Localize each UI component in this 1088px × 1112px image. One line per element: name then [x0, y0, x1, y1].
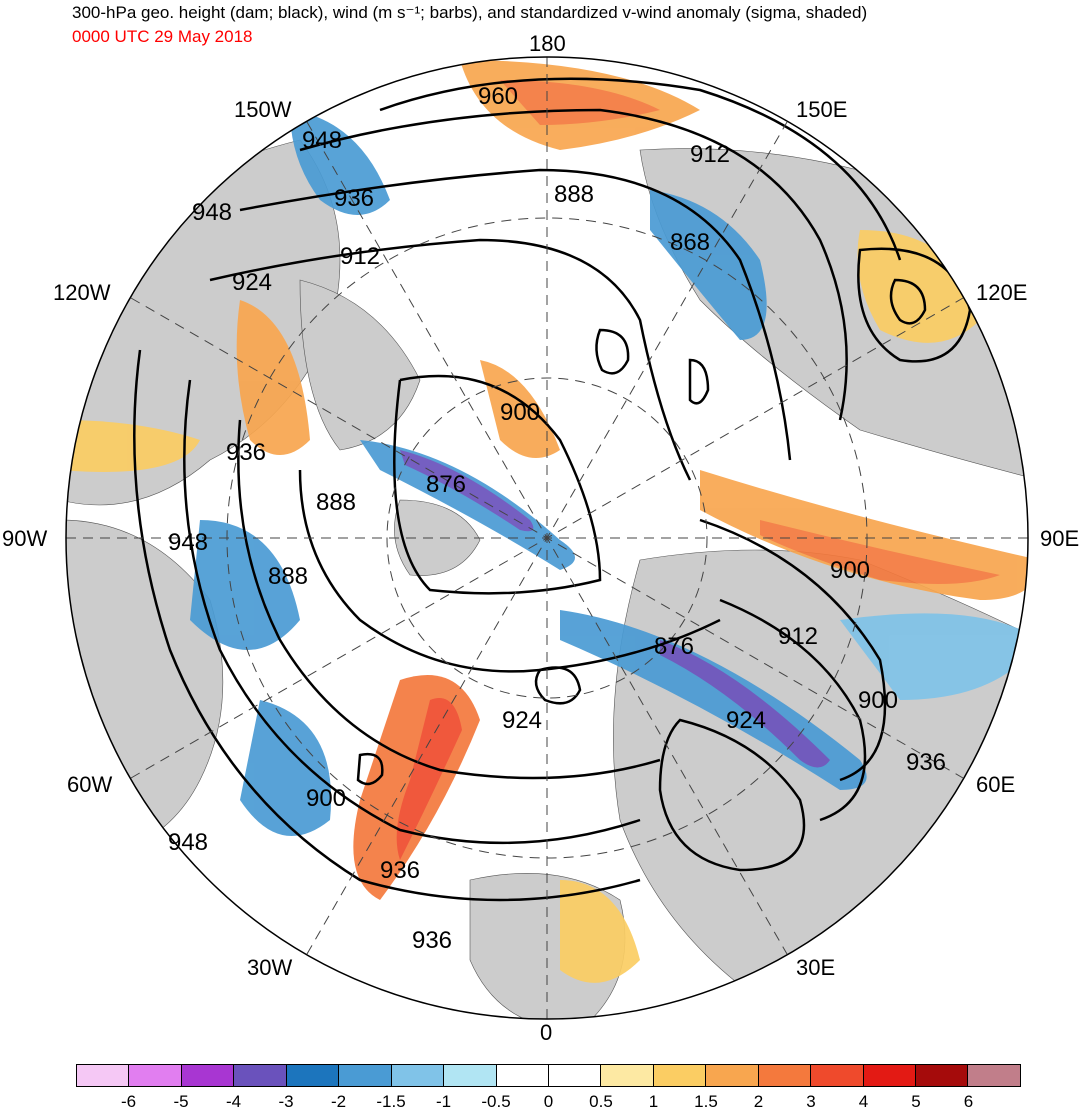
longitude-label-150e: 150E: [796, 97, 848, 122]
contour-label: 888: [316, 489, 356, 516]
colorbar-box: [129, 1065, 182, 1086]
contour-label: 876: [654, 633, 694, 660]
contour-label: 936: [380, 857, 420, 884]
contour-label: 868: [670, 229, 710, 256]
polar-map: 960 948 936 912 924 948 936 888 948 888 …: [65, 56, 1029, 1020]
contour-label-layer: 960 948 936 912 924 948 936 888 948 888 …: [168, 83, 946, 954]
contour-label: 936: [412, 927, 452, 954]
colorbar-tick-label: -1.5: [376, 1092, 406, 1111]
contour-label: 924: [232, 269, 272, 296]
contour-label: 900: [858, 687, 898, 714]
colorbar-tick-label: 2: [753, 1092, 764, 1111]
colorbar-tick-label: 0.5: [589, 1092, 613, 1111]
colorbar-tick-label: -0.5: [481, 1092, 511, 1111]
colorbar-box: [601, 1065, 654, 1086]
colorbar-tick-label: -2: [330, 1092, 347, 1111]
contour-label: 948: [192, 199, 232, 226]
colorbar-box: [968, 1065, 1020, 1086]
chart-title: 300-hPa geo. height (dam; black), wind (…: [72, 3, 868, 22]
contour-label: 912: [690, 141, 730, 168]
longitude-label-90e: 90E: [1040, 526, 1080, 551]
contour-label: 936: [226, 439, 266, 466]
contour-label: 924: [726, 707, 766, 734]
colorbar-tick-label: 3: [806, 1092, 816, 1111]
colorbar: [76, 1064, 1021, 1087]
contour-label: 888: [554, 181, 594, 208]
contour-label: 936: [906, 749, 946, 776]
contour-label: 960: [478, 83, 518, 110]
longitude-label-150w: 150W: [234, 97, 292, 122]
longitude-label-0: 0: [540, 1020, 553, 1045]
colorbar-tick-label: -6: [120, 1092, 137, 1111]
colorbar-box: [77, 1065, 130, 1086]
colorbar-box: [496, 1065, 549, 1086]
colorbar-tick-label: -4: [225, 1092, 242, 1111]
contour-label: 900: [306, 785, 346, 812]
contour-label: 936: [334, 185, 374, 212]
colorbar-tick-label: -5: [173, 1092, 189, 1111]
height-contours: [133, 77, 972, 902]
longitude-label-90w: 90W: [2, 526, 48, 551]
longitude-label-30w: 30W: [247, 955, 293, 980]
colorbar-box: [234, 1065, 287, 1086]
longitude-label-120w: 120W: [53, 280, 111, 305]
colorbar-tick-label: 1.5: [694, 1092, 718, 1111]
contour-label: 876: [426, 471, 466, 498]
colorbar-tick-label: -1: [435, 1092, 452, 1111]
colorbar-tick-label: 0: [543, 1092, 554, 1111]
colorbar-tick-label: -3: [278, 1092, 294, 1111]
longitude-label-30e: 30E: [796, 955, 836, 980]
colorbar-tick-label: 1: [648, 1092, 659, 1111]
graticule: [66, 57, 1028, 1019]
anomaly-shading: [66, 60, 1028, 983]
longitude-label-60w: 60W: [67, 772, 113, 797]
map-boundary: [65, 56, 1029, 1020]
colorbar-box: [653, 1065, 707, 1086]
longitude-label-120e: 120E: [976, 280, 1028, 305]
longitude-label-180: 180: [529, 31, 566, 56]
colorbar-box: [286, 1065, 340, 1086]
colorbar-tick-label: 6: [963, 1092, 974, 1111]
colorbar-box: [181, 1065, 235, 1086]
valid-time: 0000 UTC 29 May 2018: [72, 27, 253, 46]
contour-label: 924: [502, 707, 542, 734]
colorbar-tick-label: 5: [911, 1092, 921, 1111]
longitude-label-60e: 60E: [976, 772, 1016, 797]
colorbar-box: [548, 1065, 602, 1086]
contour-label: 912: [340, 243, 380, 270]
contour-label: 900: [500, 399, 540, 426]
contour-label: 948: [168, 829, 208, 856]
colorbar-box: [916, 1065, 969, 1086]
colorbar-box: [758, 1065, 812, 1086]
colorbar-box: [811, 1065, 864, 1086]
contour-label: 888: [268, 563, 308, 590]
colorbar-box: [444, 1065, 497, 1086]
colorbar-box: [863, 1065, 916, 1086]
contour-label: 900: [830, 557, 870, 584]
colorbar-box: [706, 1065, 759, 1086]
contour-label: 912: [778, 623, 818, 650]
contour-label: 948: [302, 127, 342, 154]
contour-label: 948: [168, 529, 208, 556]
colorbar-tick-label: 4: [858, 1092, 869, 1111]
colorbar-box: [339, 1065, 392, 1086]
colorbar-box: [391, 1065, 445, 1086]
